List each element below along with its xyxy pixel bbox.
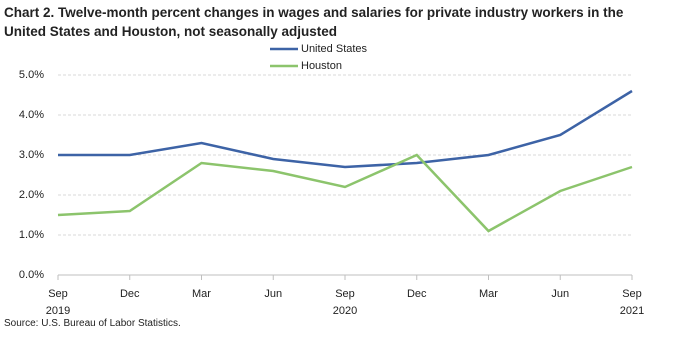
legend-label: Houston: [301, 60, 342, 72]
x-year-label: 2019: [46, 305, 70, 317]
x-tick-label: Sep: [622, 288, 642, 300]
x-tick-label: Jun: [264, 288, 282, 300]
source-note: Source: U.S. Bureau of Labor Statistics.: [4, 318, 181, 329]
series-line: [57, 153, 633, 233]
x-year-label: 2021: [620, 305, 644, 317]
x-tick-label: Mar: [479, 288, 498, 300]
x-tick-label: Dec: [407, 288, 427, 300]
y-tick-label: 3.0%: [19, 149, 44, 161]
y-tick-label: 5.0%: [19, 69, 44, 81]
x-tick-label: Sep: [48, 288, 68, 300]
y-tick-label: 0.0%: [19, 269, 44, 281]
series-line: [58, 89, 633, 169]
y-tick-label: 1.0%: [19, 229, 44, 241]
x-tick-label: Jun: [551, 288, 569, 300]
x-tick-label: Sep: [335, 288, 355, 300]
y-tick-label: 4.0%: [19, 109, 44, 121]
x-tick-label: Mar: [192, 288, 211, 300]
y-tick-label: 2.0%: [19, 189, 44, 201]
legend-label: United States: [301, 43, 368, 55]
x-year-label: 2020: [333, 305, 357, 317]
chart-title: Chart 2. Twelve-month percent changes in…: [4, 5, 624, 39]
x-tick-label: Dec: [120, 288, 140, 300]
